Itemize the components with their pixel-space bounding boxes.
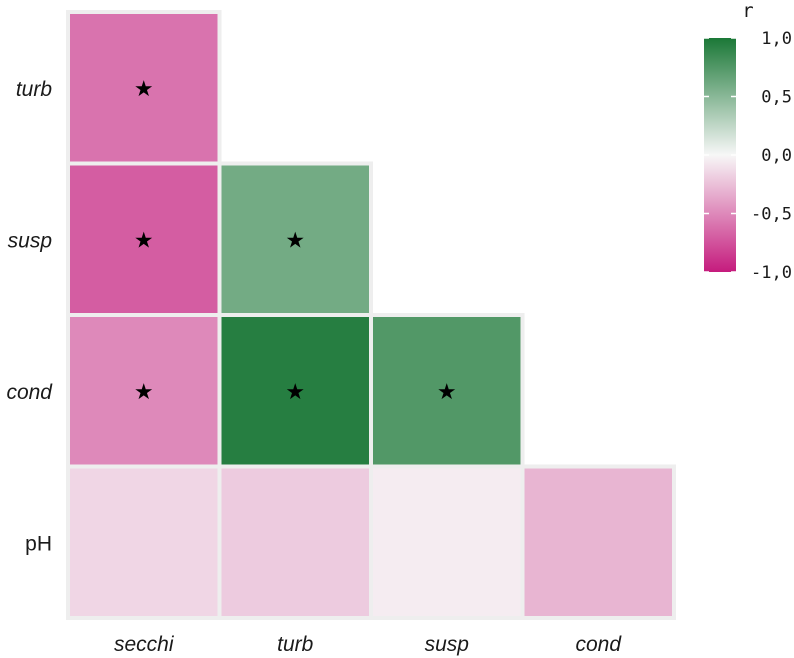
significance-star-secchi-cond: ★ bbox=[134, 380, 154, 405]
x-tick-label-turb: turb bbox=[277, 633, 314, 656]
legend-tick-label: 1,0 bbox=[761, 29, 792, 49]
x-tick-label-susp: susp bbox=[425, 633, 469, 656]
heatmap-cell-cond-pH bbox=[520, 464, 676, 620]
significance-star-susp-cond: ★ bbox=[437, 380, 457, 405]
significance-markers: ★ ★ ★ ★ ★ ★ bbox=[134, 77, 457, 405]
x-tick-label-cond: cond bbox=[575, 633, 622, 656]
legend-colorbar bbox=[704, 38, 736, 272]
heatmap-cell-susp-pH bbox=[369, 464, 525, 620]
significance-star-secchi-susp: ★ bbox=[134, 228, 154, 253]
significance-star-secchi-turb: ★ bbox=[134, 77, 154, 102]
legend-title: r bbox=[742, 0, 753, 22]
x-tick-label-secchi: secchi bbox=[114, 633, 175, 656]
heatmap-cell-turb-pH bbox=[217, 464, 373, 620]
legend-tick-label: 0,5 bbox=[761, 88, 792, 108]
y-tick-label-susp: susp bbox=[8, 229, 52, 252]
significance-star-turb-cond: ★ bbox=[285, 380, 305, 405]
y-tick-label-cond: cond bbox=[6, 381, 53, 404]
color-legend: r 1,0 0,5 0,0 -0,5 -1,0 bbox=[704, 0, 792, 283]
y-axis-labels: turb susp cond pH bbox=[6, 78, 53, 556]
heatmap-cell-secchi-turb bbox=[66, 10, 222, 166]
significance-star-turb-susp: ★ bbox=[285, 228, 305, 253]
y-tick-label-turb: turb bbox=[16, 78, 53, 101]
legend-tick-label: 0,0 bbox=[761, 146, 792, 166]
legend-tick-label: -0,5 bbox=[751, 205, 792, 225]
heatmap-cells bbox=[66, 10, 676, 620]
x-axis-labels: secchi turb susp cond bbox=[114, 633, 622, 656]
heatmap-cell-susp-cond bbox=[369, 313, 525, 469]
heatmap-cell-secchi-pH bbox=[66, 464, 222, 620]
legend-ticks: 1,0 0,5 0,0 -0,5 -1,0 bbox=[704, 29, 792, 283]
heatmap-cell-secchi-susp bbox=[66, 161, 222, 317]
legend-tick-label: -1,0 bbox=[751, 263, 792, 283]
y-tick-label-pH: pH bbox=[25, 532, 52, 555]
